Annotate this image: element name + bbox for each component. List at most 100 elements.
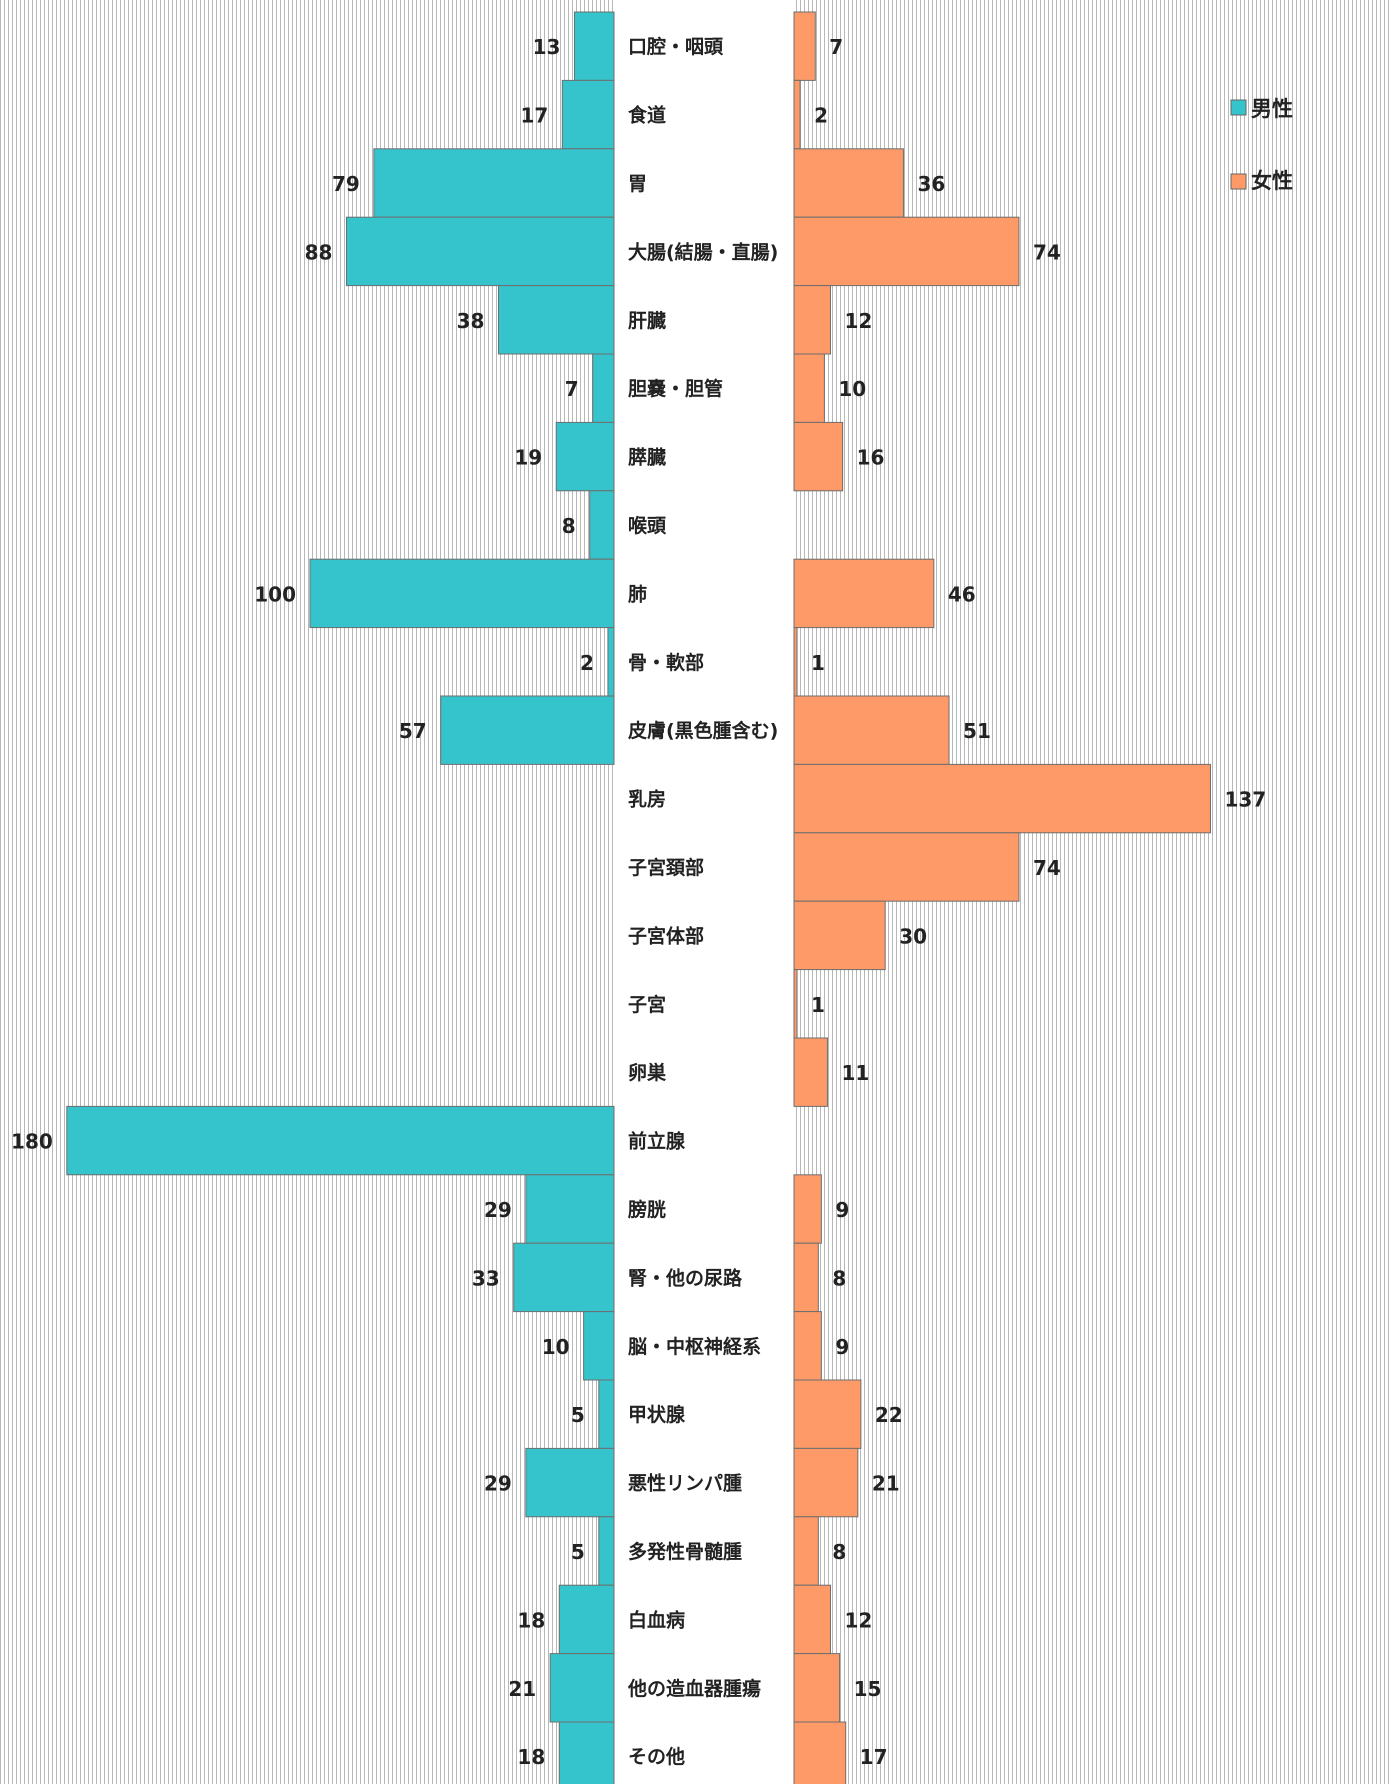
bar-male — [558, 1584, 615, 1655]
legend-swatch-female — [1230, 173, 1247, 190]
value-label-male: 17 — [520, 104, 548, 128]
category-label: 膵臓 — [628, 446, 666, 469]
value-label-female: 12 — [844, 1608, 872, 1632]
category-label: 肝臓 — [628, 310, 666, 332]
value-label-male: 180 — [11, 1130, 53, 1154]
value-label-female: 74 — [1033, 856, 1061, 880]
category-label: 卵巣 — [628, 1061, 667, 1084]
bar-female — [793, 1721, 847, 1784]
legend-label-female: 女性 — [1251, 169, 1293, 193]
bar-female — [793, 627, 798, 697]
bar-female — [793, 558, 935, 629]
bar-female — [793, 832, 1020, 902]
bar-female — [793, 695, 950, 765]
category-label: 子宮体部 — [628, 924, 704, 947]
category-label: 膀胱 — [627, 1198, 666, 1221]
bar-female — [793, 353, 825, 423]
category-label: 胆嚢・胆管 — [628, 377, 723, 400]
value-label-male: 5 — [571, 1403, 585, 1427]
value-label-male: 10 — [542, 1335, 570, 1359]
bar-female — [793, 1242, 819, 1313]
bar-female — [793, 148, 904, 218]
value-label-female: 9 — [835, 1198, 849, 1222]
value-label-female: 21 — [872, 1472, 900, 1496]
category-label: 脳・中枢神経系 — [627, 1335, 761, 1358]
value-label-male: 18 — [517, 1745, 545, 1769]
value-label-female: 9 — [835, 1335, 849, 1359]
bar-female — [793, 79, 801, 150]
category-label: 腎・他の尿路 — [628, 1266, 743, 1289]
category-label: 前立腺 — [628, 1130, 686, 1153]
bar-female — [793, 1379, 862, 1449]
value-label-female: 7 — [829, 35, 843, 59]
value-label-female: 17 — [860, 1745, 888, 1769]
bar-male — [440, 695, 615, 765]
bar-male — [345, 216, 615, 287]
label-gutter — [614, 0, 794, 1784]
bar-male — [66, 1105, 615, 1176]
value-label-female: 2 — [814, 104, 828, 128]
bar-male — [598, 1516, 615, 1586]
value-label-male: 29 — [484, 1472, 512, 1496]
category-label: 口腔・咽頭 — [628, 35, 724, 58]
value-label-male: 5 — [571, 1540, 585, 1564]
bar-male — [373, 148, 615, 218]
bar-male — [558, 1721, 615, 1784]
value-label-female: 8 — [832, 1266, 846, 1290]
bar-male — [583, 1311, 615, 1381]
bar-female — [793, 1447, 859, 1518]
category-label: 喉頭 — [628, 514, 667, 537]
bar-female — [793, 900, 886, 971]
category-label: 多発性骨髄腫 — [628, 1540, 742, 1563]
bar-male — [549, 1653, 615, 1723]
value-label-female: 22 — [875, 1403, 903, 1427]
bar-male — [513, 1242, 615, 1313]
value-label-male: 29 — [484, 1198, 512, 1222]
series-male-bars — [66, 11, 615, 1784]
value-label-female: 36 — [917, 172, 945, 196]
bar-female — [793, 1174, 822, 1244]
value-label-female: 74 — [1033, 240, 1061, 264]
legend: 男性 女性 — [1230, 97, 1293, 193]
value-label-female: 30 — [899, 924, 927, 948]
value-label-female: 8 — [832, 1540, 846, 1564]
bar-male — [497, 285, 615, 355]
value-label-female: 46 — [948, 582, 976, 606]
value-label-female: 137 — [1224, 788, 1266, 812]
value-label-female: 12 — [844, 309, 872, 333]
category-label: 悪性リンパ腫 — [628, 1472, 742, 1495]
category-label: その他 — [628, 1745, 685, 1768]
bar-male — [607, 627, 615, 697]
bar-male — [555, 421, 615, 492]
category-label: 子宮頚部 — [628, 856, 704, 879]
bar-male — [598, 1379, 615, 1449]
value-label-male: 21 — [508, 1677, 536, 1701]
category-label: 乳房 — [628, 788, 666, 811]
value-label-male: 2 — [580, 651, 594, 675]
bar-female — [793, 763, 1211, 834]
bar-female — [793, 1516, 819, 1586]
bar-male — [573, 11, 615, 81]
value-label-female: 16 — [857, 446, 885, 470]
value-label-male: 79 — [332, 172, 360, 196]
category-label: 白血病 — [628, 1608, 685, 1631]
value-label-male: 19 — [514, 446, 542, 470]
legend-swatch-male — [1230, 99, 1247, 116]
value-label-female: 1 — [811, 993, 825, 1017]
value-label-male: 88 — [305, 240, 333, 264]
value-label-male: 18 — [517, 1608, 545, 1632]
category-label: 骨・軟部 — [628, 651, 704, 674]
series-female-bars — [793, 11, 1211, 1784]
bar-female — [793, 1653, 841, 1723]
bar-male — [525, 1447, 615, 1518]
category-label: 食道 — [628, 104, 666, 127]
category-label: 子宮 — [628, 993, 666, 1016]
bar-male — [561, 79, 615, 150]
value-label-female: 10 — [838, 377, 866, 401]
bar-female — [793, 1584, 831, 1655]
category-label: 他の造血器腫瘍 — [627, 1677, 761, 1700]
value-label-male: 8 — [562, 514, 576, 538]
